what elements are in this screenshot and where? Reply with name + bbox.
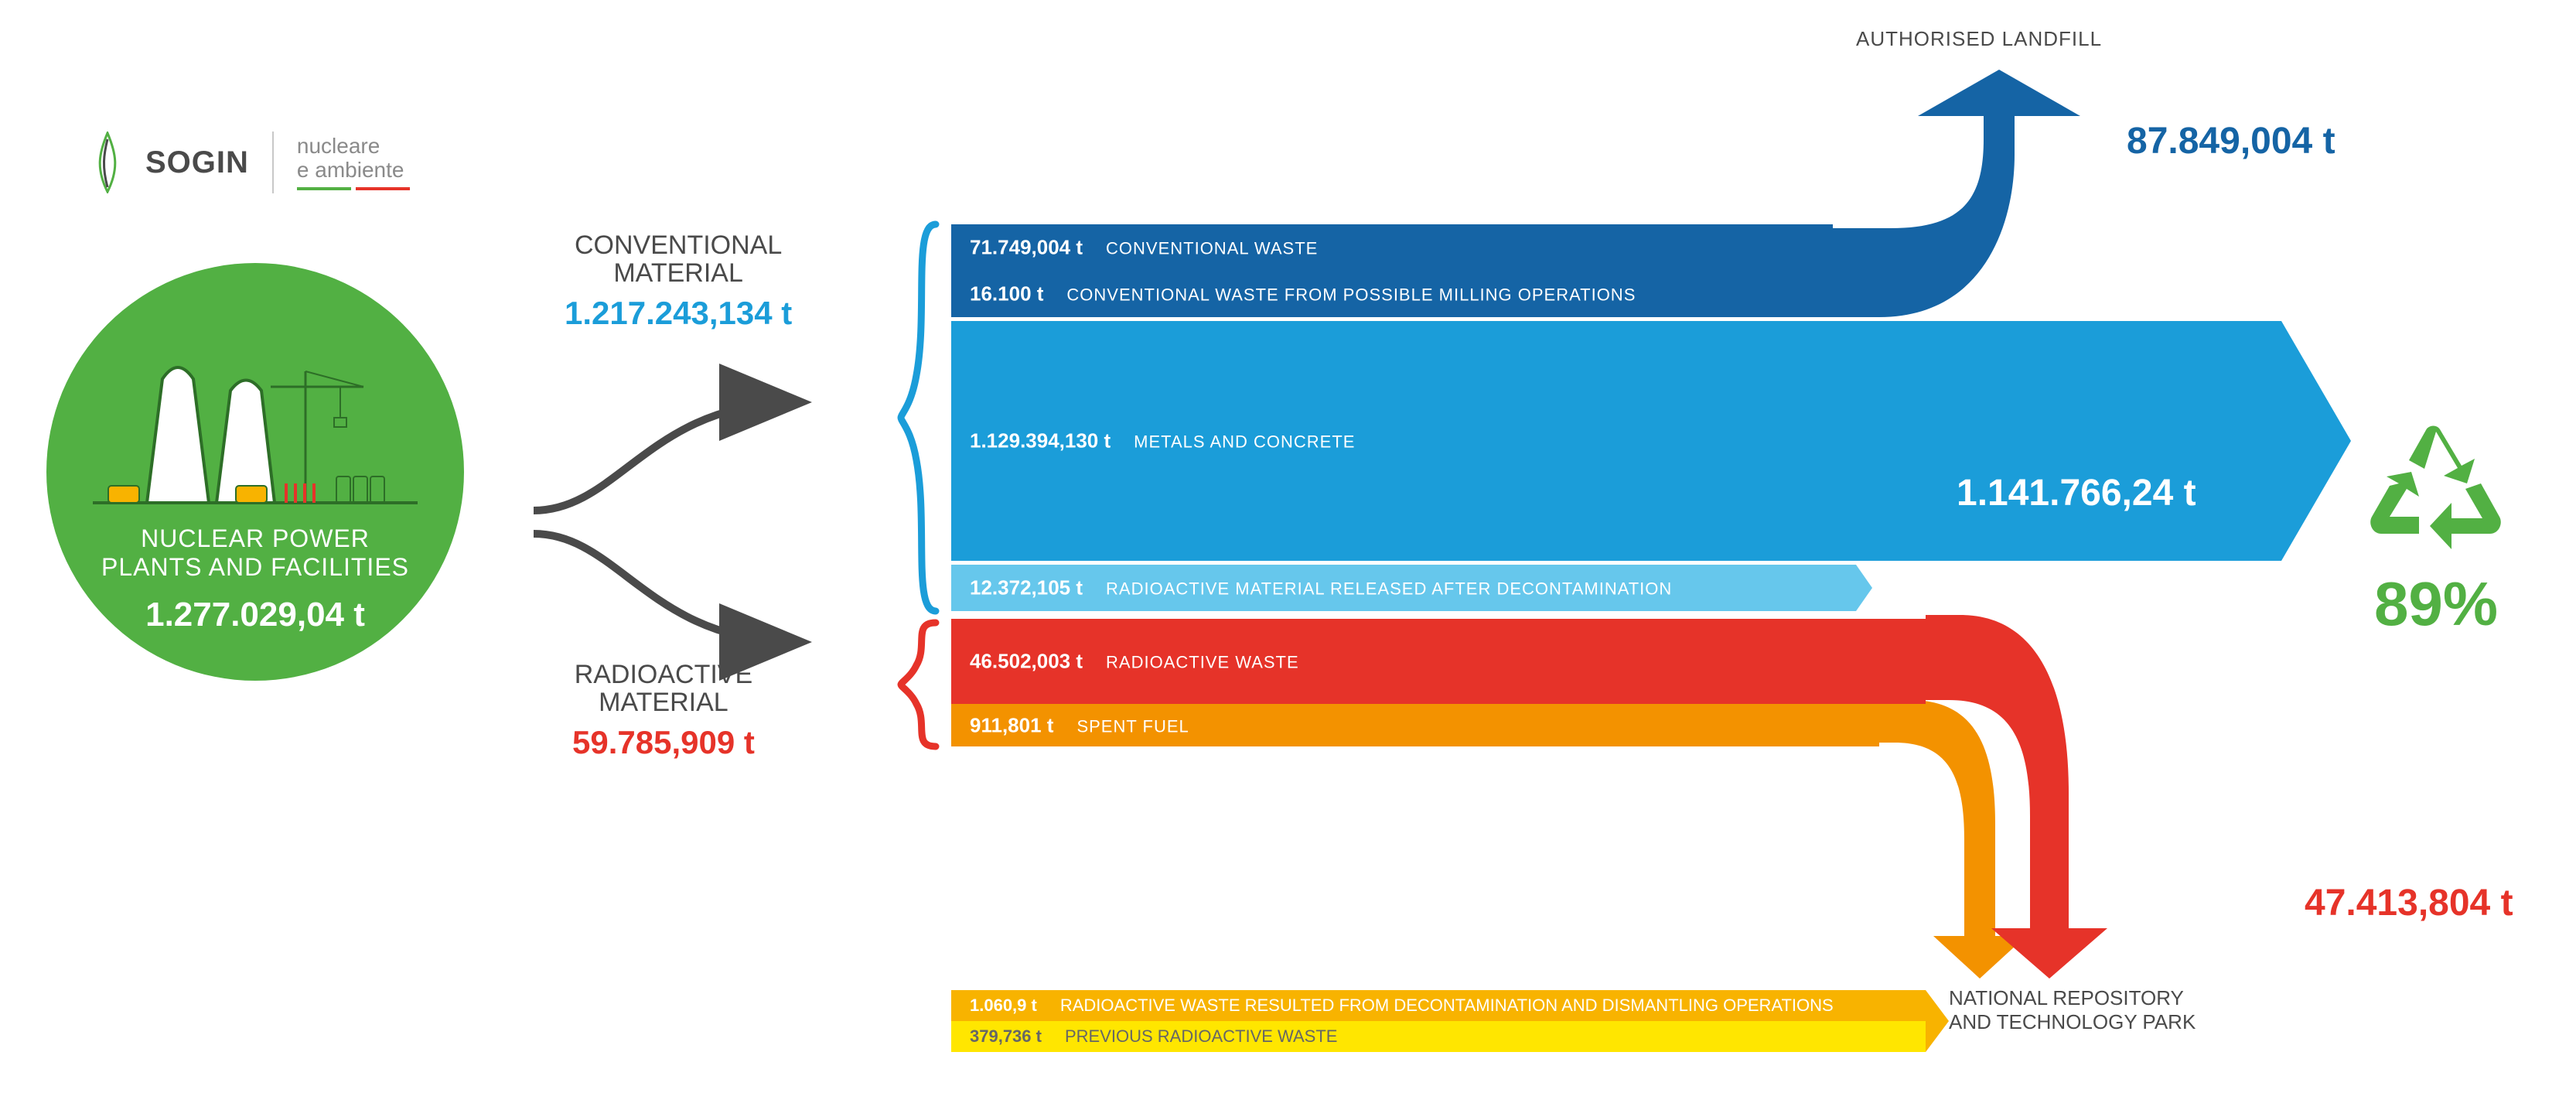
repository-curve-red bbox=[1926, 615, 2123, 979]
leaf-icon bbox=[93, 132, 122, 193]
repository-value: 47.413,804 t bbox=[2305, 882, 2513, 924]
flow-radio-released: 12.372,105 t RADIOACTIVE MATERIAL RELEASE… bbox=[951, 565, 1856, 611]
brace-conventional bbox=[897, 220, 943, 615]
bottom-desc: PREVIOUS RADIOACTIVE WASTE bbox=[1065, 1026, 1337, 1047]
landfill-label: AUTHORISED LANDFILL bbox=[1856, 27, 2102, 51]
repository-label: NATIONAL REPOSITORY AND TECHNOLOGY PARK bbox=[1949, 986, 2196, 1034]
flow-value: 16.100 t bbox=[970, 282, 1043, 306]
flow-value: 12.372,105 t bbox=[970, 576, 1083, 600]
recycle-value: 1.141.766,24 t bbox=[1957, 472, 2196, 514]
flow-desc: SPENT FUEL bbox=[1076, 716, 1189, 736]
flow-spent-fuel: 911,801 t SPENT FUEL bbox=[951, 704, 1879, 746]
recycle-icon bbox=[2366, 425, 2506, 557]
bottom-prev-waste: 379,736 t PREVIOUS RADIOACTIVE WASTE bbox=[951, 1021, 1926, 1052]
source-title: NUCLEAR POWER PLANTS AND FACILITIES bbox=[46, 524, 464, 582]
recycle-block: 89% bbox=[2359, 425, 2513, 640]
bottom-value: 379,736 t bbox=[970, 1026, 1042, 1047]
bottom-value: 1.060,9 t bbox=[970, 996, 1037, 1016]
flow-radio-waste: 46.502,003 t RADIOACTIVE WASTE bbox=[951, 619, 1926, 704]
bottom-decon-waste: 1.060,9 t RADIOACTIVE WASTE RESULTED FROM… bbox=[951, 990, 1926, 1021]
divider bbox=[272, 132, 274, 193]
source-value: 1.277.029,04 t bbox=[46, 596, 464, 634]
flow-conv-milling: 16.100 t CONVENTIONAL WASTE FROM POSSIBLE… bbox=[951, 271, 1833, 317]
flow-value: 1.129.394,130 t bbox=[970, 429, 1111, 453]
recycle-percent: 89% bbox=[2359, 569, 2513, 640]
bottom-desc: RADIOACTIVE WASTE RESULTED FROM DECONTAM… bbox=[1060, 996, 1834, 1016]
conventional-value: 1.217.243,134 t bbox=[565, 295, 792, 332]
flow-value: 71.749,004 t bbox=[970, 236, 1083, 260]
brace-radioactive bbox=[897, 619, 943, 750]
flow-value: 911,801 t bbox=[970, 713, 1053, 737]
flow-value: 46.502,003 t bbox=[970, 650, 1083, 674]
flow-metals-concrete: 1.129.394,130 t METALS AND CONCRETE bbox=[951, 321, 2281, 561]
flow-desc: METALS AND CONCRETE bbox=[1134, 432, 1355, 453]
plant-icon bbox=[93, 325, 418, 526]
flow-conv-waste: 71.749,004 t CONVENTIONAL WASTE bbox=[951, 224, 1833, 271]
brand-subtitle: nuclearee ambiente bbox=[297, 135, 410, 190]
conventional-label: CONVENTIONALMATERIAL 1.217.243,134 t bbox=[565, 232, 792, 332]
brand-logo: SOGIN nuclearee ambiente bbox=[93, 132, 410, 193]
flow-desc: RADIOACTIVE WASTE bbox=[1106, 653, 1299, 673]
radioactive-value: 59.785,909 t bbox=[572, 724, 755, 761]
flow-desc: CONVENTIONAL WASTE FROM POSSIBLE MILLING… bbox=[1066, 285, 1636, 306]
landfill-value: 87.849,004 t bbox=[2127, 120, 2335, 162]
brand-name: SOGIN bbox=[145, 145, 249, 180]
flow-desc: RADIOACTIVE MATERIAL RELEASED AFTER DECO… bbox=[1106, 579, 1672, 599]
split-arrows bbox=[526, 333, 905, 696]
landfill-curve bbox=[1833, 70, 2119, 325]
flow-desc: CONVENTIONAL WASTE bbox=[1106, 239, 1318, 259]
bottom-arrow-tip bbox=[1926, 990, 1949, 1052]
source-circle: NUCLEAR POWER PLANTS AND FACILITIES 1.27… bbox=[46, 263, 464, 681]
